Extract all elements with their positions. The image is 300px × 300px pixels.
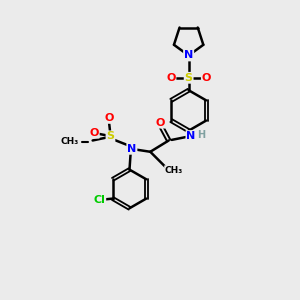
Text: O: O	[156, 118, 165, 128]
Text: O: O	[202, 73, 211, 83]
Text: O: O	[89, 128, 99, 138]
Text: CH₃: CH₃	[60, 137, 79, 146]
Text: N: N	[127, 144, 136, 154]
Text: H: H	[197, 130, 206, 140]
Text: O: O	[104, 113, 114, 123]
Text: O: O	[166, 73, 176, 83]
Text: Cl: Cl	[93, 195, 105, 205]
Text: CH₃: CH₃	[165, 166, 183, 175]
Text: N: N	[186, 131, 196, 141]
Text: N: N	[184, 50, 193, 61]
Text: S: S	[106, 131, 115, 141]
Text: S: S	[184, 73, 193, 83]
